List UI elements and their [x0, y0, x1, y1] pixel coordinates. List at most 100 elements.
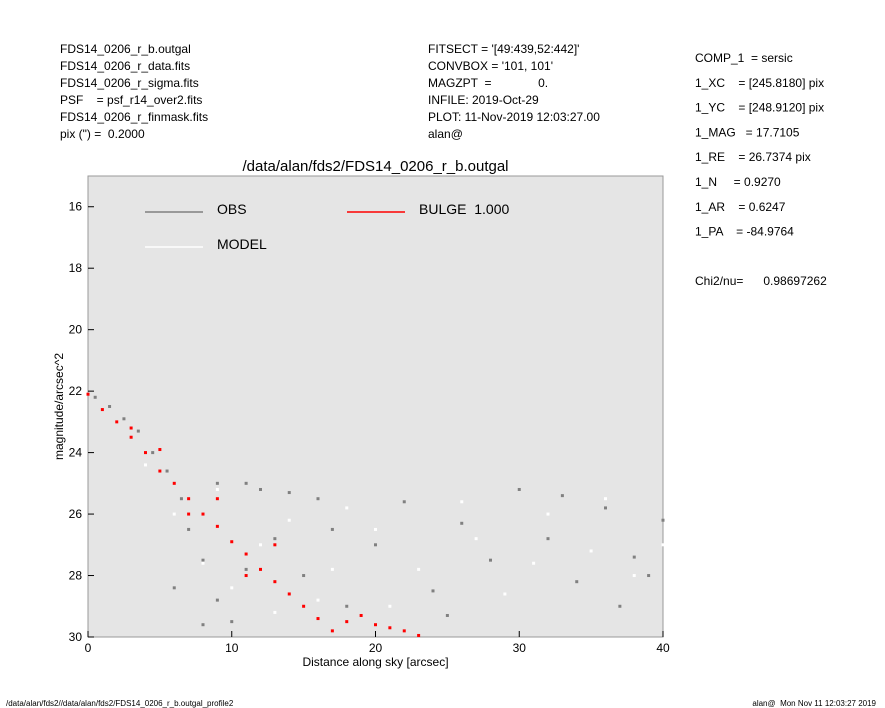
data-point — [93, 395, 97, 399]
data-point — [503, 592, 507, 596]
y-tick-label: 30 — [69, 630, 83, 644]
header-middle-line: INFILE: 2019-Oct-29 — [428, 93, 539, 107]
data-point — [632, 555, 636, 559]
data-point — [244, 567, 248, 571]
footer-left: /data/alan/fds2//data/alan/fds2/FDS14_02… — [6, 699, 234, 708]
data-point — [187, 527, 191, 531]
data-point — [201, 558, 205, 562]
data-point — [122, 417, 126, 421]
y-tick-label: 22 — [69, 384, 83, 398]
data-point — [287, 491, 291, 495]
data-point — [431, 589, 435, 593]
data-point — [244, 552, 248, 556]
data-point — [374, 623, 377, 627]
plot-area — [87, 175, 664, 638]
data-point — [151, 451, 155, 455]
footer-right: alan@ Mon Nov 11 12:03:27 2019 — [752, 699, 876, 708]
data-point — [179, 497, 183, 501]
data-point — [86, 392, 90, 396]
header-middle-line: CONVBOX = '101, 101' — [428, 59, 553, 73]
data-point — [187, 497, 191, 501]
data-point — [172, 481, 176, 485]
y-tick-label: 28 — [69, 569, 83, 583]
data-point — [647, 574, 651, 578]
data-point — [417, 567, 421, 571]
data-point — [273, 610, 277, 614]
data-point — [287, 592, 291, 596]
header-left-line: FDS14_0206_r_data.fits — [60, 59, 190, 73]
data-point — [115, 420, 119, 424]
data-point — [158, 448, 162, 452]
data-point — [215, 487, 219, 491]
data-point — [144, 451, 147, 455]
data-point — [201, 623, 205, 627]
header-right-line: 1_XC = [245.8180] pix — [695, 76, 824, 90]
data-point — [374, 543, 377, 547]
header-middle-line: MAGZPT = 0. — [428, 76, 548, 90]
x-tick-label: 40 — [656, 641, 670, 655]
data-point — [330, 527, 334, 531]
data-point — [259, 567, 262, 571]
data-point — [589, 549, 593, 553]
data-point — [259, 487, 262, 491]
data-point — [374, 527, 377, 531]
x-tick-label: 30 — [513, 641, 527, 655]
chart-title: /data/alan/fds2/FDS14_0206_r_b.outgal — [242, 158, 508, 175]
data-point — [345, 506, 349, 510]
data-point — [108, 405, 112, 408]
header-right-line: 1_N = 0.9270 — [695, 175, 781, 189]
data-point — [230, 540, 234, 544]
data-point — [172, 586, 176, 590]
data-point — [359, 613, 363, 617]
data-point — [330, 629, 334, 633]
data-point — [517, 487, 521, 491]
data-point — [345, 604, 349, 608]
data-point — [230, 620, 234, 624]
data-point — [474, 537, 478, 541]
data-point — [460, 500, 464, 504]
data-point — [259, 543, 262, 547]
header-left-line: FDS14_0206_r_sigma.fits — [60, 76, 199, 90]
data-point — [604, 506, 607, 510]
data-point — [287, 518, 291, 522]
data-point — [560, 494, 564, 498]
data-point — [388, 604, 392, 608]
data-point — [215, 481, 219, 485]
data-point — [129, 426, 133, 430]
y-tick-label: 26 — [69, 507, 83, 521]
data-point — [273, 543, 277, 547]
data-point — [201, 561, 205, 565]
data-point — [402, 629, 406, 633]
data-point — [144, 463, 147, 467]
data-point — [330, 567, 334, 571]
data-point — [230, 586, 234, 590]
x-tick-label: 20 — [369, 641, 383, 655]
data-point — [388, 626, 392, 630]
data-point — [215, 497, 219, 501]
header-left-line: FDS14_0206_r_finmask.fits — [60, 110, 208, 124]
legend-label: MODEL — [217, 236, 267, 252]
data-point — [632, 574, 636, 578]
header-right-line: 1_MAG = 17.7105 — [695, 125, 800, 139]
y-tick-label: 16 — [69, 200, 83, 214]
data-point — [445, 613, 449, 617]
data-point — [417, 633, 421, 637]
data-point — [546, 512, 550, 516]
legend-label: OBS — [217, 201, 247, 217]
data-point — [273, 580, 277, 584]
data-point — [345, 620, 349, 624]
header-left-line: pix (") = 0.2000 — [60, 127, 145, 141]
data-point — [302, 604, 306, 608]
data-point — [604, 497, 607, 501]
data-point — [575, 580, 579, 584]
x-tick-label: 10 — [225, 641, 239, 655]
data-point — [618, 604, 622, 608]
y-tick-label: 24 — [69, 446, 83, 460]
data-point — [316, 598, 320, 602]
header-left-line: FDS14_0206_r_b.outgal — [60, 42, 191, 56]
x-axis-label: Distance along sky [arcsec] — [302, 655, 448, 669]
data-point — [661, 518, 665, 522]
data-point — [158, 469, 162, 473]
legend-label: BULGE 1.000 — [419, 201, 509, 217]
